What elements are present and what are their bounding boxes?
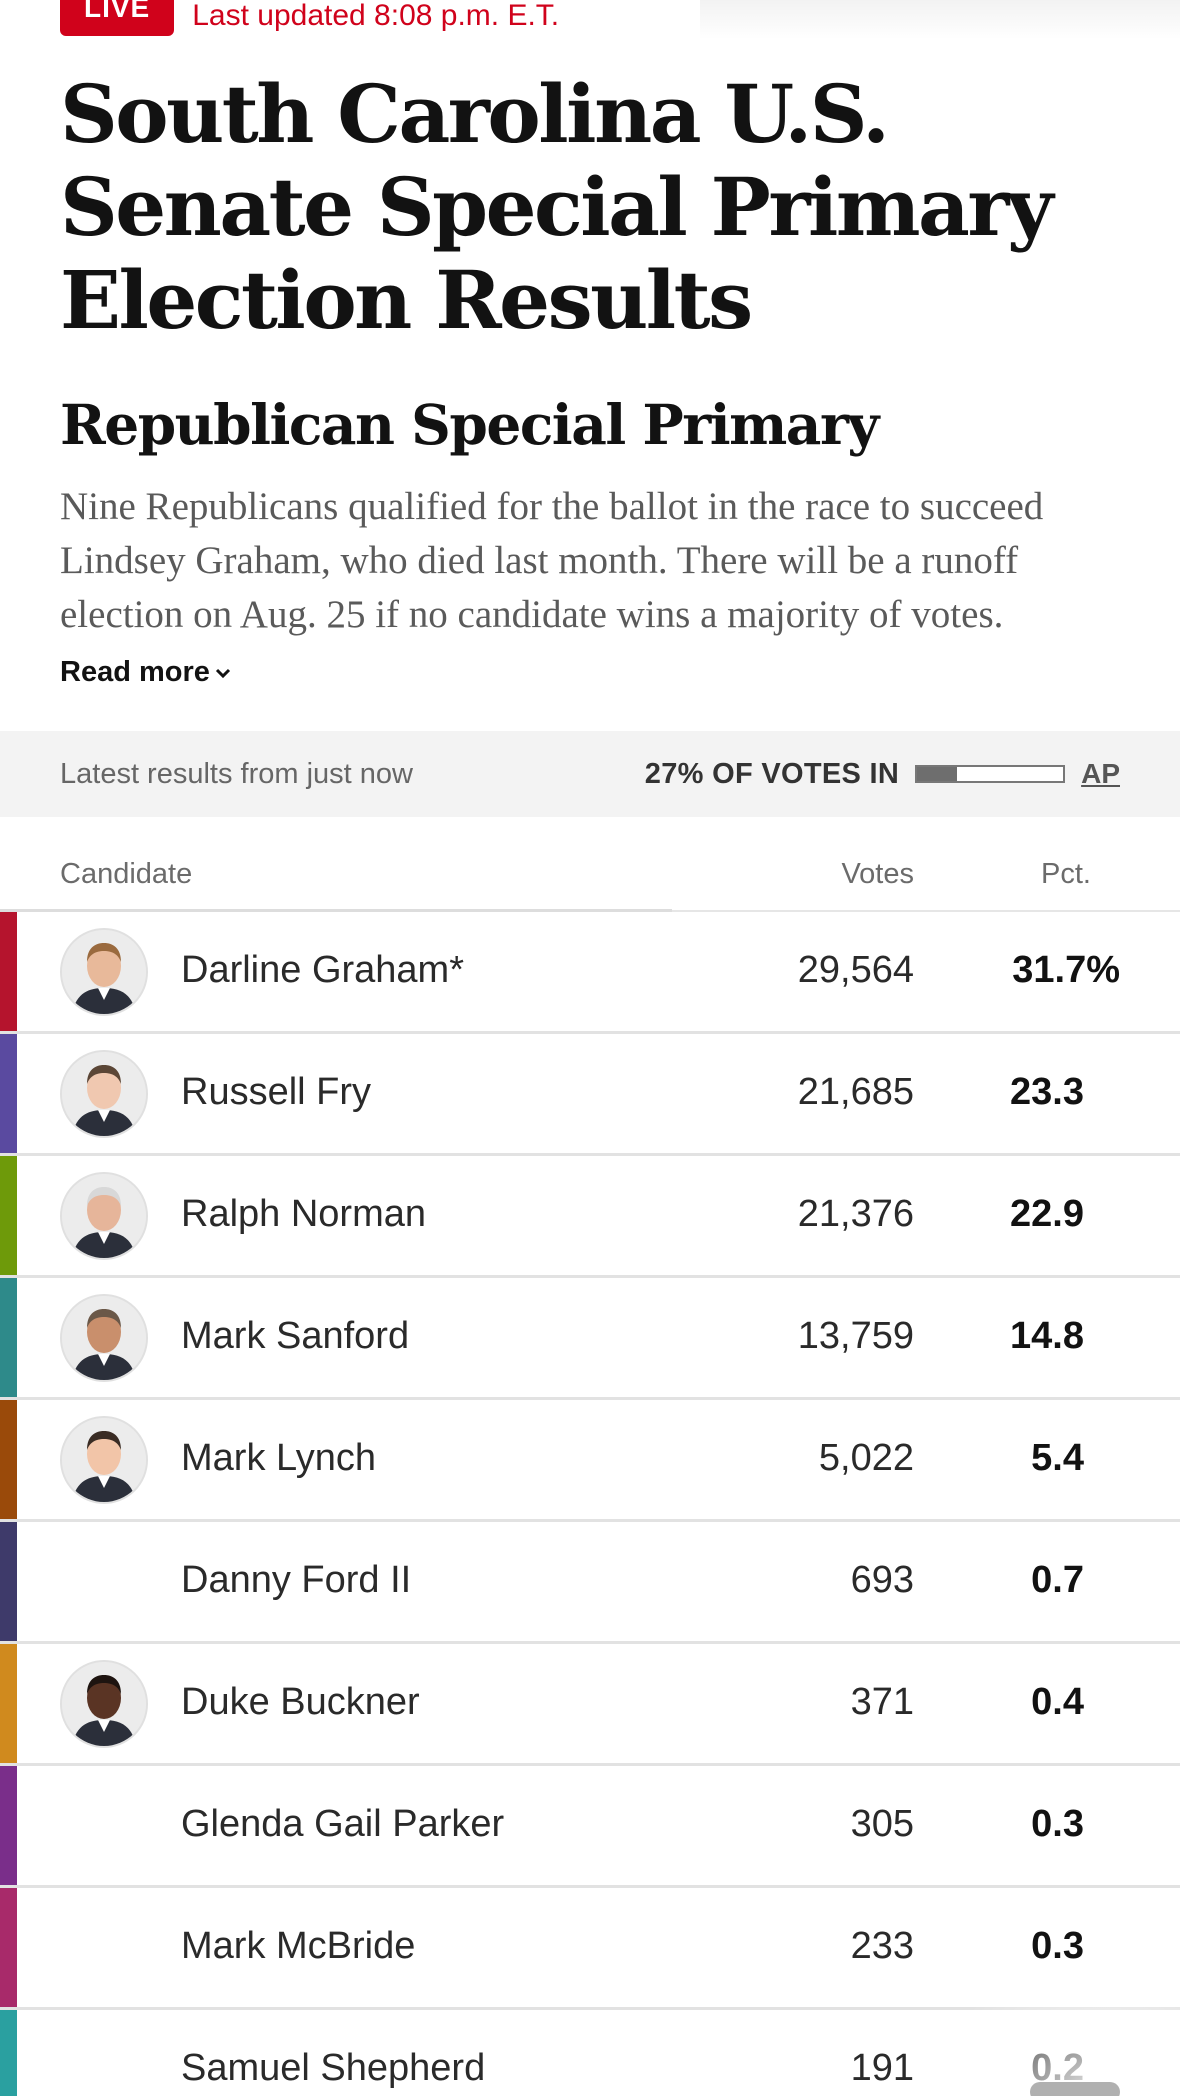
candidate-color-bar: [0, 1522, 17, 1641]
table-row: Mark McBride 233 0.3: [0, 1888, 1180, 2010]
chevron-down-icon: [215, 669, 230, 679]
candidate-color-bar: [0, 1278, 17, 1397]
results-status-bar: Latest results from just now 27% OF VOTE…: [0, 731, 1180, 817]
scroll-indicator[interactable]: [1030, 2082, 1120, 2096]
candidate-name: Glenda Gail Parker: [181, 1803, 505, 1845]
candidate-pct: 14.8: [1010, 1315, 1084, 1357]
candidate-votes: 29,564: [797, 949, 914, 991]
votes-in-progress-fill: [917, 767, 957, 781]
candidate-pct: 0.4: [1031, 1681, 1084, 1723]
candidate-pct: 22.9: [1010, 1193, 1084, 1235]
candidate-name: Danny Ford II: [181, 1559, 412, 1601]
person-icon: [62, 1052, 146, 1136]
table-row: Samuel Shepherd1910.2: [0, 2010, 1180, 2096]
table-row: Mark Sanford 13,759 14.8: [0, 1278, 1180, 1400]
table-row: Danny Ford II 693 0.7: [0, 1522, 1180, 1644]
table-row: Russell Fry 21,685 23.3: [0, 1034, 1180, 1156]
person-icon: [62, 1662, 146, 1746]
candidate-color-bar: [0, 2010, 17, 2096]
candidate-photo: [60, 1172, 148, 1260]
candidate-name: Mark Sanford: [181, 1315, 410, 1357]
last-updated-text: Last updated 8:08 p.m. E.T.: [192, 0, 560, 32]
table-row: Duke Buckner 371 0.4: [0, 1644, 1180, 1766]
candidate-pct: 0.3: [1031, 1925, 1084, 1967]
table-row: Glenda Gail Parker 305 0.3: [0, 1766, 1180, 1888]
candidate-votes: 371: [850, 1681, 914, 1723]
header-divider-thin: [672, 910, 1180, 912]
candidate-pct: 5.4: [1031, 1437, 1084, 1479]
live-badge: LIVE: [60, 0, 175, 36]
person-icon: [62, 1418, 146, 1502]
candidate-votes: 13,759: [797, 1315, 914, 1357]
person-icon: [62, 930, 146, 1014]
ap-source-link[interactable]: AP: [1081, 758, 1120, 789]
votes-in-progress-bar: [915, 765, 1066, 783]
header-divider: [0, 909, 672, 912]
race-title: Republican Special Primary: [60, 392, 879, 457]
table-row: Ralph Norman 21,376 22.9: [0, 1156, 1180, 1278]
candidate-votes: 693: [850, 1559, 914, 1601]
candidate-pct: 31.7%: [1012, 949, 1120, 991]
candidate-pct: 0.3: [1031, 1803, 1084, 1845]
candidate-color-bar: [0, 912, 17, 1031]
candidate-name: Mark Lynch: [181, 1437, 376, 1479]
read-more-button[interactable]: Read more: [60, 656, 232, 688]
header-pct: Pct.: [1041, 858, 1091, 890]
results-table-header: Candidate Votes Pct.: [0, 850, 1180, 910]
candidate-votes: 21,685: [797, 1071, 914, 1113]
candidate-color-bar: [0, 1644, 17, 1763]
candidate-name: Darline Graham*: [181, 949, 464, 991]
candidate-photo: [60, 1416, 148, 1504]
candidate-name: Mark McBride: [181, 1925, 416, 1967]
results-table-body: Darline Graham* 29,564 31.7% Russell Fry 21,…: [0, 912, 1180, 2096]
candidate-color-bar: [0, 1156, 17, 1275]
candidate-color-bar: [0, 1400, 17, 1519]
candidate-color-bar: [0, 1034, 17, 1153]
person-icon: [62, 1174, 146, 1258]
race-summary: Nine Republicans qualified for the ballo…: [60, 480, 1140, 699]
page-title: South Carolina U.S. Senate Special Prima…: [60, 67, 1053, 347]
read-more-label: Read more: [60, 656, 210, 688]
table-row: Darline Graham* 29,564 31.7%: [0, 912, 1180, 1034]
candidate-votes: 21,376: [797, 1193, 914, 1235]
reporting-status: 27% OF VOTES IN AP: [645, 731, 1120, 817]
candidate-name: Duke Buckner: [181, 1681, 420, 1723]
table-row: Mark Lynch 5,022 5.4: [0, 1400, 1180, 1522]
candidate-photo: [60, 1294, 148, 1382]
candidate-photo: [60, 1050, 148, 1138]
votes-in-label: 27% OF VOTES IN: [644, 757, 900, 790]
candidate-votes: 305: [850, 1803, 914, 1845]
candidate-pct: 0.7: [1031, 1559, 1084, 1601]
candidate-votes: 191: [850, 2047, 914, 2089]
header-votes: Votes: [841, 858, 914, 890]
candidate-votes: 5,022: [818, 1437, 914, 1479]
candidate-color-bar: [0, 1766, 17, 1885]
bottom-fade: [920, 1966, 1180, 2096]
latest-results-text: Latest results from just now: [60, 758, 413, 790]
person-icon: [62, 1296, 146, 1380]
candidate-name: Samuel Shepherd: [181, 2047, 486, 2089]
live-row: LIVE Last updated 8:08 p.m. E.T.: [60, 0, 559, 36]
candidate-photo: [60, 928, 148, 1016]
candidate-name: Russell Fry: [181, 1071, 372, 1113]
candidate-pct: 23.3: [1010, 1071, 1084, 1113]
candidate-color-bar: [0, 1888, 17, 2007]
candidate-photo: [60, 1660, 148, 1748]
candidate-votes: 233: [850, 1925, 914, 1967]
top-shadow: [700, 0, 1180, 40]
candidate-name: Ralph Norman: [181, 1193, 426, 1235]
header-candidate: Candidate: [60, 858, 193, 890]
race-summary-text: Nine Republicans qualified for the ballo…: [60, 485, 1044, 636]
